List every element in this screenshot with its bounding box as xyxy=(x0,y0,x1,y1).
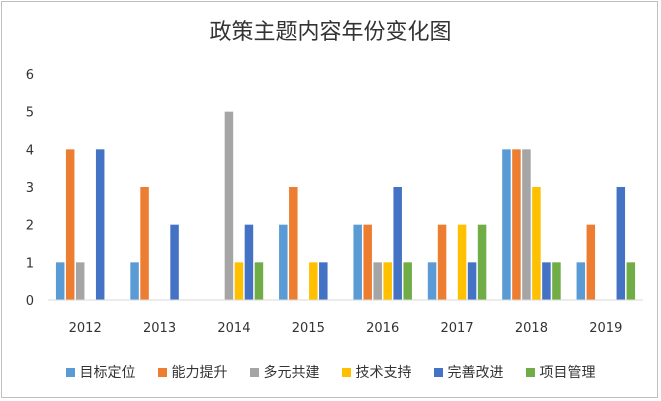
x-tick-label: 2014 xyxy=(217,321,250,336)
bar xyxy=(353,224,362,300)
x-tick-label: 2018 xyxy=(515,321,548,336)
bar xyxy=(234,262,244,300)
bar xyxy=(224,111,234,301)
bar xyxy=(279,224,288,300)
legend-item: 技术支持 xyxy=(341,362,412,382)
legend-label: 技术支持 xyxy=(355,365,412,381)
bar xyxy=(363,224,372,300)
bar xyxy=(586,224,596,300)
x-tick-label: 2013 xyxy=(143,321,176,336)
x-tick-label: 2017 xyxy=(441,321,474,336)
y-tick-label: 3 xyxy=(26,181,34,196)
legend-label: 多元共建 xyxy=(263,365,320,381)
bar xyxy=(383,262,392,300)
bar xyxy=(477,224,487,300)
bar xyxy=(289,187,298,300)
legend-label: 完善改进 xyxy=(447,365,504,381)
bar xyxy=(309,262,318,300)
bar xyxy=(95,149,105,300)
bar xyxy=(254,262,264,300)
bar xyxy=(55,262,65,300)
bar xyxy=(457,224,467,300)
bar xyxy=(512,149,521,300)
bar xyxy=(403,262,412,300)
legend-swatch xyxy=(157,367,167,377)
bar xyxy=(427,262,437,300)
y-tick-label: 4 xyxy=(26,143,34,158)
bar xyxy=(626,262,636,300)
legend-swatch xyxy=(65,367,75,377)
legend-item: 目标定位 xyxy=(65,362,136,382)
bar xyxy=(130,262,139,300)
bar xyxy=(373,262,382,300)
bar xyxy=(170,224,179,300)
x-tick-label: 2012 xyxy=(69,321,102,336)
y-tick-label: 2 xyxy=(26,219,34,234)
bar xyxy=(502,149,511,300)
legend-label: 目标定位 xyxy=(79,365,136,381)
legend-label: 项目管理 xyxy=(539,365,596,381)
legend-item: 项目管理 xyxy=(525,362,596,382)
bar xyxy=(65,149,75,300)
legend-item: 多元共建 xyxy=(249,362,320,382)
legend-swatch xyxy=(341,367,351,377)
bar xyxy=(542,262,551,300)
bar xyxy=(319,262,328,300)
legend-swatch xyxy=(525,367,535,377)
bar xyxy=(576,262,586,300)
y-tick-label: 1 xyxy=(26,256,34,271)
legend-swatch xyxy=(433,367,443,377)
bar xyxy=(244,224,254,300)
x-tick-label: 2019 xyxy=(589,321,622,336)
bar xyxy=(532,187,541,300)
x-tick-label: 2015 xyxy=(292,321,325,336)
bar xyxy=(75,262,85,300)
bar xyxy=(140,187,149,300)
legend-swatch xyxy=(249,367,259,377)
y-tick-label: 0 xyxy=(26,294,34,309)
legend: 目标定位 能力提升 多元共建 技术支持 完善改进 项目管理 xyxy=(0,362,661,382)
legend-item: 能力提升 xyxy=(157,362,228,382)
bar xyxy=(616,187,626,300)
bar xyxy=(467,262,477,300)
chart-title: 政策主题内容年份变化图 xyxy=(209,20,452,45)
legend-label: 能力提升 xyxy=(171,365,228,381)
y-tick-label: 5 xyxy=(26,106,34,121)
legend-item: 完善改进 xyxy=(433,362,504,382)
bar xyxy=(522,149,531,300)
bar xyxy=(393,187,402,300)
x-tick-label: 2016 xyxy=(366,321,399,336)
y-tick-label: 6 xyxy=(26,68,34,83)
bar xyxy=(437,224,447,300)
bar xyxy=(552,262,561,300)
